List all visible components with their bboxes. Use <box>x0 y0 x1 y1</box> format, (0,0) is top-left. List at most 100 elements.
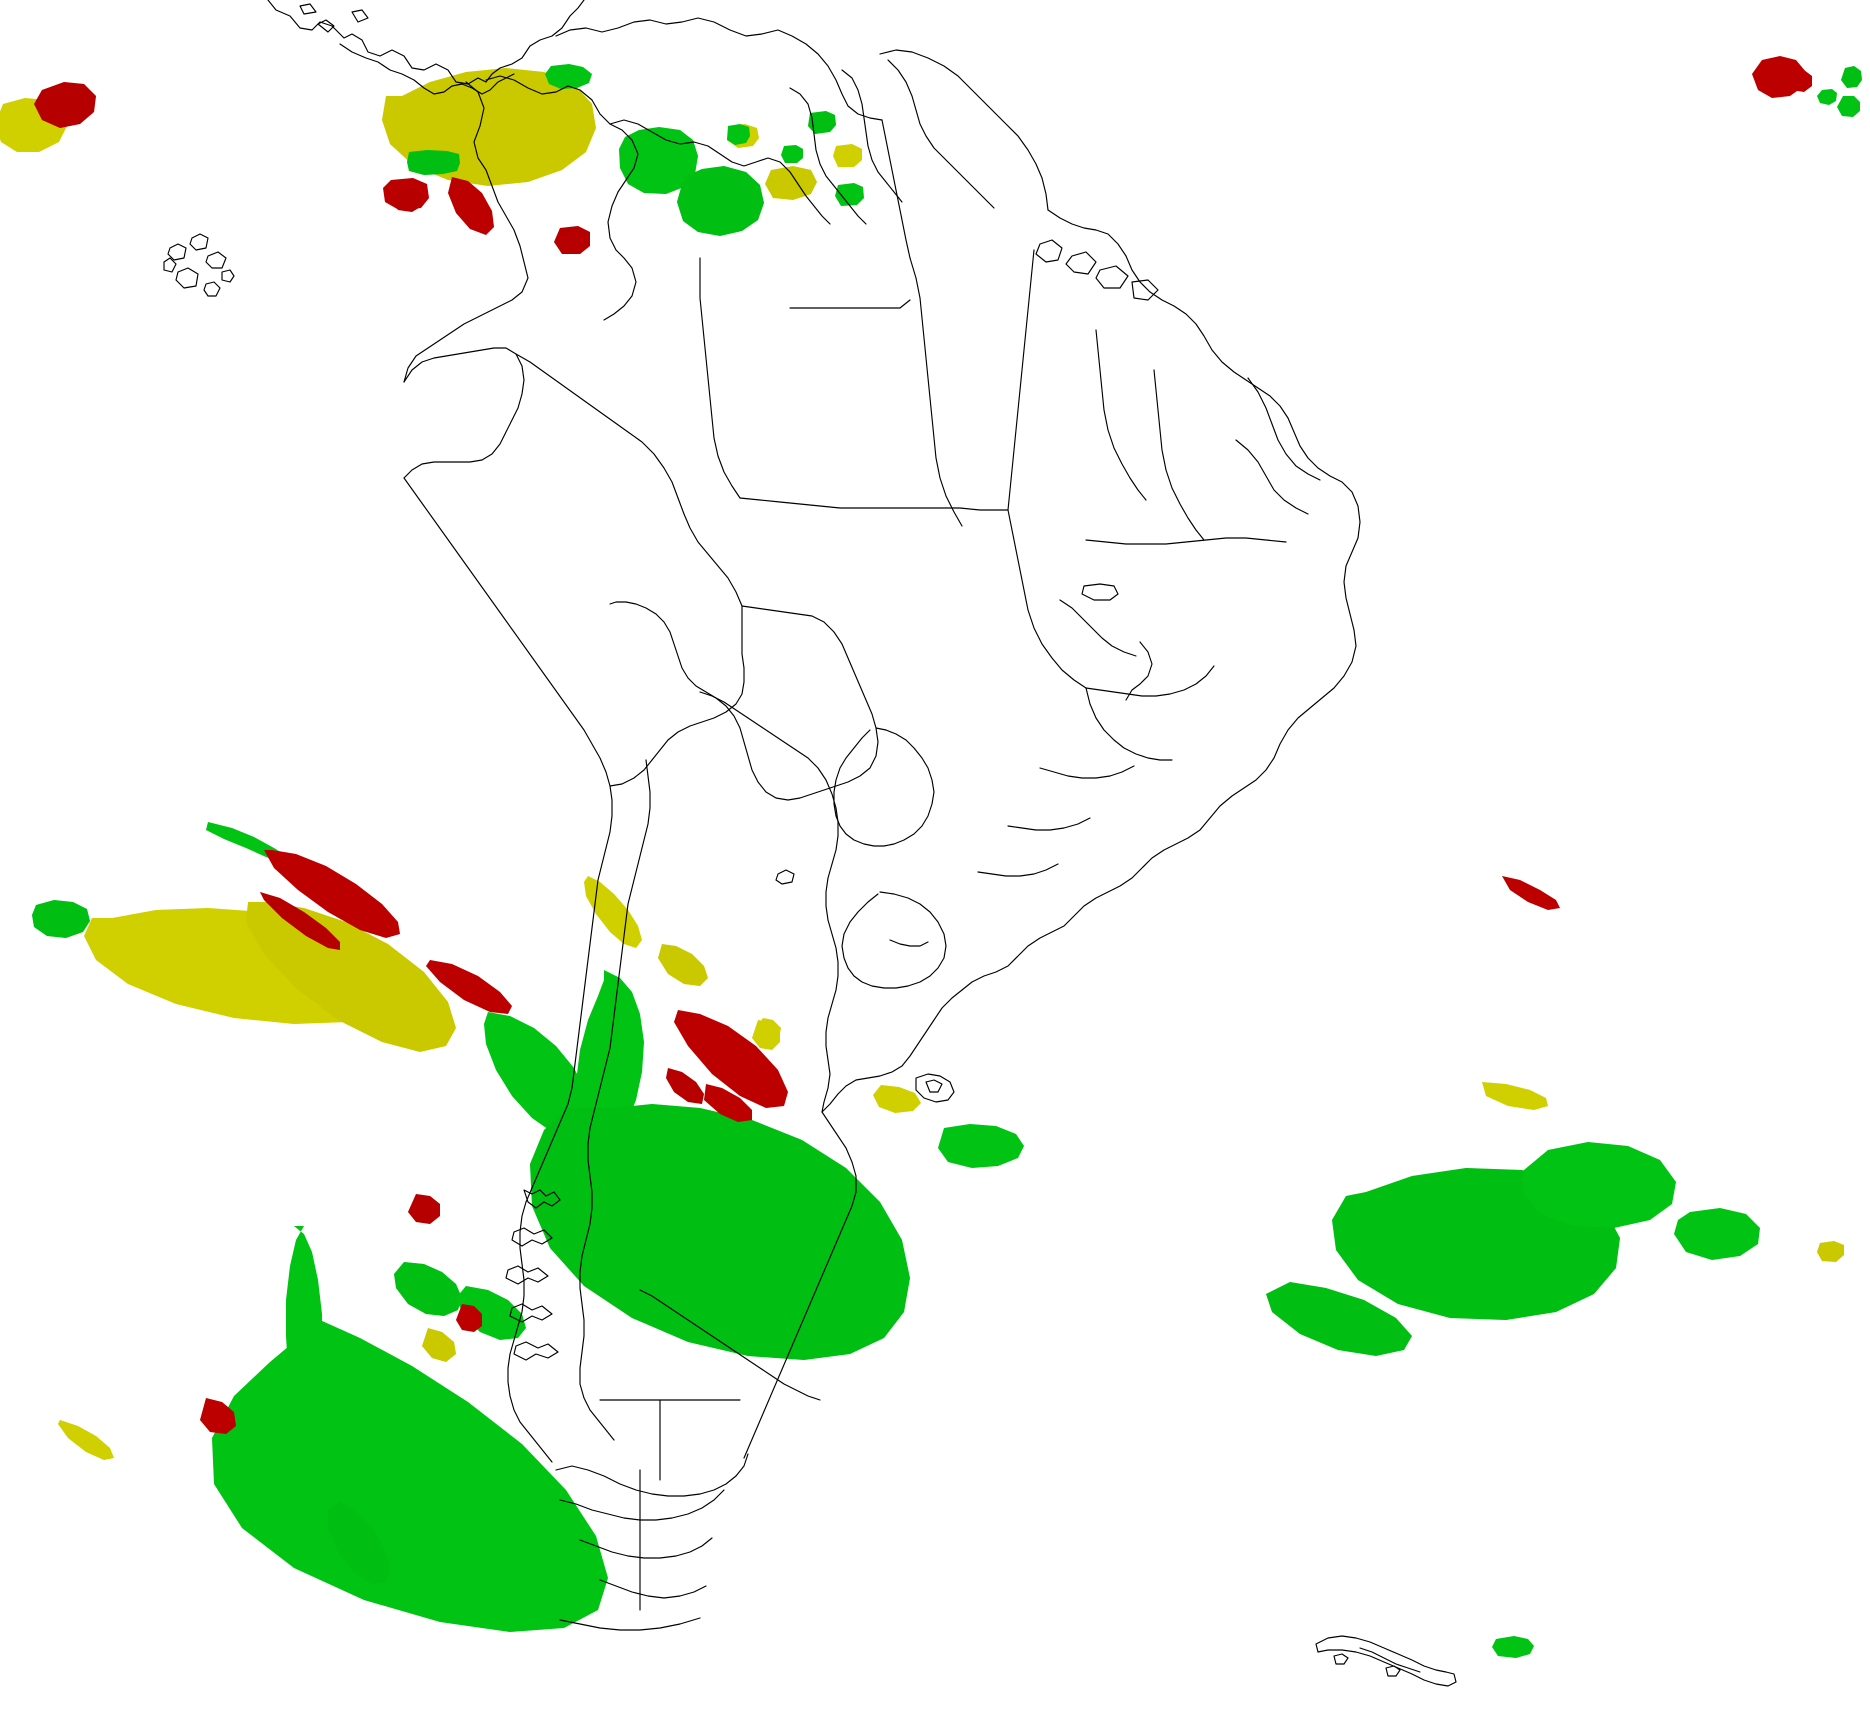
green-patch-ne-corner-3 <box>1837 96 1860 117</box>
boundary-venezuela-coast <box>556 18 882 120</box>
red-patch-argentina-pampas-s <box>666 1068 704 1104</box>
red-patch-far-south-pacific-core <box>200 1398 236 1434</box>
boundary-brazil-state-roraima <box>882 120 910 258</box>
boundary-brazil-interior-detail <box>1082 584 1118 600</box>
boundary-paraguay <box>834 728 934 846</box>
red-patch-galapagos-red-core <box>34 82 96 128</box>
olive-patch-venezuela-ne-core <box>765 166 817 200</box>
green-patch-patagonia-mass-south <box>212 1320 608 1632</box>
red-patch-pacific-sw-streak <box>260 892 340 950</box>
boundary-suriname <box>842 70 902 202</box>
red-patch-colombia-andes <box>448 177 494 235</box>
red-patch-ne-corner-red-2-core <box>1788 70 1812 92</box>
boundary-falkland-islands <box>916 1074 954 1102</box>
country-boundary-layer <box>164 0 1456 1686</box>
green-patch-south-atlantic-mid-core <box>938 1124 1024 1168</box>
green-patch-far-south-edge-core <box>328 1502 390 1584</box>
green-patch-venezuela-orinoco-west <box>545 64 592 89</box>
green-patch-suriname-e-core <box>835 183 864 206</box>
olive-patch-mid-atlantic-small-core <box>759 1018 781 1042</box>
boundary-brazil-state-ce-rn-pb-pe <box>1248 378 1320 480</box>
boundary-chile-fjords <box>506 1190 560 1360</box>
green-patch-colombia-magdalena-core <box>407 150 460 175</box>
green-patch-guyana-w <box>727 124 750 145</box>
boundary-ecuador <box>404 348 524 478</box>
boundary-brazil-state-sc-rs <box>978 864 1058 876</box>
green-patch-patagonia-mass-central-core <box>530 1104 910 1360</box>
red-patch-south-atlantic-east <box>1502 876 1560 910</box>
red-patch-pacific-sw-2 <box>426 960 512 1014</box>
green-patch-patagonia-west-strip <box>286 1226 322 1400</box>
olive-patch-guyana-olive <box>833 144 862 167</box>
olive-patch-atlantic-se-streak <box>1482 1082 1548 1110</box>
green-patch-south-georgia-cluster-e <box>1674 1208 1760 1260</box>
boundary-pacific-small-island <box>776 870 794 884</box>
boundary-central-america <box>268 0 584 84</box>
red-patch-argentina-buenos-aires <box>704 1084 752 1122</box>
olive-patch-guyana-olive-core <box>833 144 862 167</box>
red-patch-colombia-andes-core <box>448 177 494 235</box>
green-patch-suriname-e <box>835 183 864 206</box>
olive-class-layer <box>0 68 1844 1460</box>
red-patch-pacific-sw-large-core <box>264 850 400 938</box>
green-patch-patagonia-andes-west <box>484 1012 590 1136</box>
boundary-colombia <box>404 82 528 382</box>
green-patch-patagonia-mass-south-core <box>212 1320 608 1632</box>
boundary-galapagos <box>164 234 234 296</box>
boundary-panama-south-coast <box>340 44 514 94</box>
red-patch-pacific-sw-streak-core <box>260 892 340 950</box>
red-patch-pacific-sw-large <box>264 850 400 938</box>
boundary-uruguay <box>842 892 946 988</box>
boundary-chile-argentina-andes <box>580 760 650 1440</box>
green-patch-chiloe-s <box>456 1286 526 1340</box>
green-patch-south-georgia-island-core <box>1492 1636 1534 1658</box>
red-patch-argentina-buenos-aires-core <box>704 1084 752 1122</box>
green-patch-patagonia-mass-central <box>530 1104 910 1360</box>
boundary-guyana <box>790 88 866 224</box>
red-class-layer <box>34 56 1812 1434</box>
boundary-brazil-state-para-west <box>910 258 962 526</box>
olive-patch-chile-central-andes <box>592 884 616 920</box>
olive-patch-pacific-west-small-core <box>126 940 198 988</box>
green-patch-venezuela-guiana-shield-core-core <box>677 166 764 236</box>
olive-patch-chile-sliver-sw-core <box>422 1328 456 1362</box>
boundary-brazil-state-maranhao <box>1096 330 1146 500</box>
green-patch-ne-corner-2-core <box>1841 66 1862 88</box>
red-patch-pacific-sw-2-core <box>426 960 512 1014</box>
boundary-guiana-coastline <box>880 50 1048 210</box>
red-patch-patagonia-west-1 <box>408 1194 440 1224</box>
green-patch-near-chile-south-sliver-core <box>426 1429 454 1459</box>
olive-patch-argentina-sierra <box>873 1085 921 1113</box>
green-patch-pacific-west-1-core <box>32 900 90 938</box>
boundary-south-georgia <box>1316 1636 1456 1686</box>
green-patch-colombia-magdalena <box>407 150 460 175</box>
green-patch-chiloe-s-core <box>456 1286 526 1340</box>
green-patch-galapagos-sgeorgia-ne1 <box>1817 89 1837 105</box>
boundary-brazil-state-go-mg <box>1060 600 1136 656</box>
green-patch-guyana-w-core <box>727 124 750 145</box>
red-patch-galapagos-red <box>34 82 96 128</box>
green-patch-patagonia-west-strip-core <box>286 1226 322 1400</box>
red-patch-patagonia-west-1-core <box>408 1194 440 1224</box>
red-patch-ne-corner-red-2 <box>1788 70 1812 92</box>
boundary-brazil-state-mg-sp <box>1086 688 1172 760</box>
green-patch-guyana-e <box>781 145 803 163</box>
green-patch-ne-corner-3-core <box>1837 96 1860 117</box>
red-patch-patagonia-west-2-core <box>456 1304 482 1332</box>
boundary-chile-coast <box>508 786 612 1462</box>
olive-patch-south-georgia-edge-core <box>1817 1241 1844 1262</box>
green-patch-venezuela-orinoco-west-core <box>545 64 592 89</box>
green-patch-venezuela-guiana-shield-core <box>677 166 764 236</box>
olive-patch-argentina-sierra-core <box>873 1085 921 1113</box>
boundary-brazil-state-mato-grosso-n <box>740 498 1008 510</box>
green-patch-chiloe-w <box>394 1262 462 1316</box>
green-patch-south-georgia-island <box>1492 1636 1534 1658</box>
boundary-brazil-state-pr-sc <box>1008 818 1090 830</box>
olive-patch-south-georgia-edge <box>1817 1241 1844 1262</box>
olive-patch-argentina-pampas-n <box>658 944 708 986</box>
boundary-brazil-state-sp-pr <box>1040 766 1134 778</box>
boundary-south-georgia-detail <box>1360 1648 1420 1672</box>
boundary-french-guiana <box>888 60 994 208</box>
